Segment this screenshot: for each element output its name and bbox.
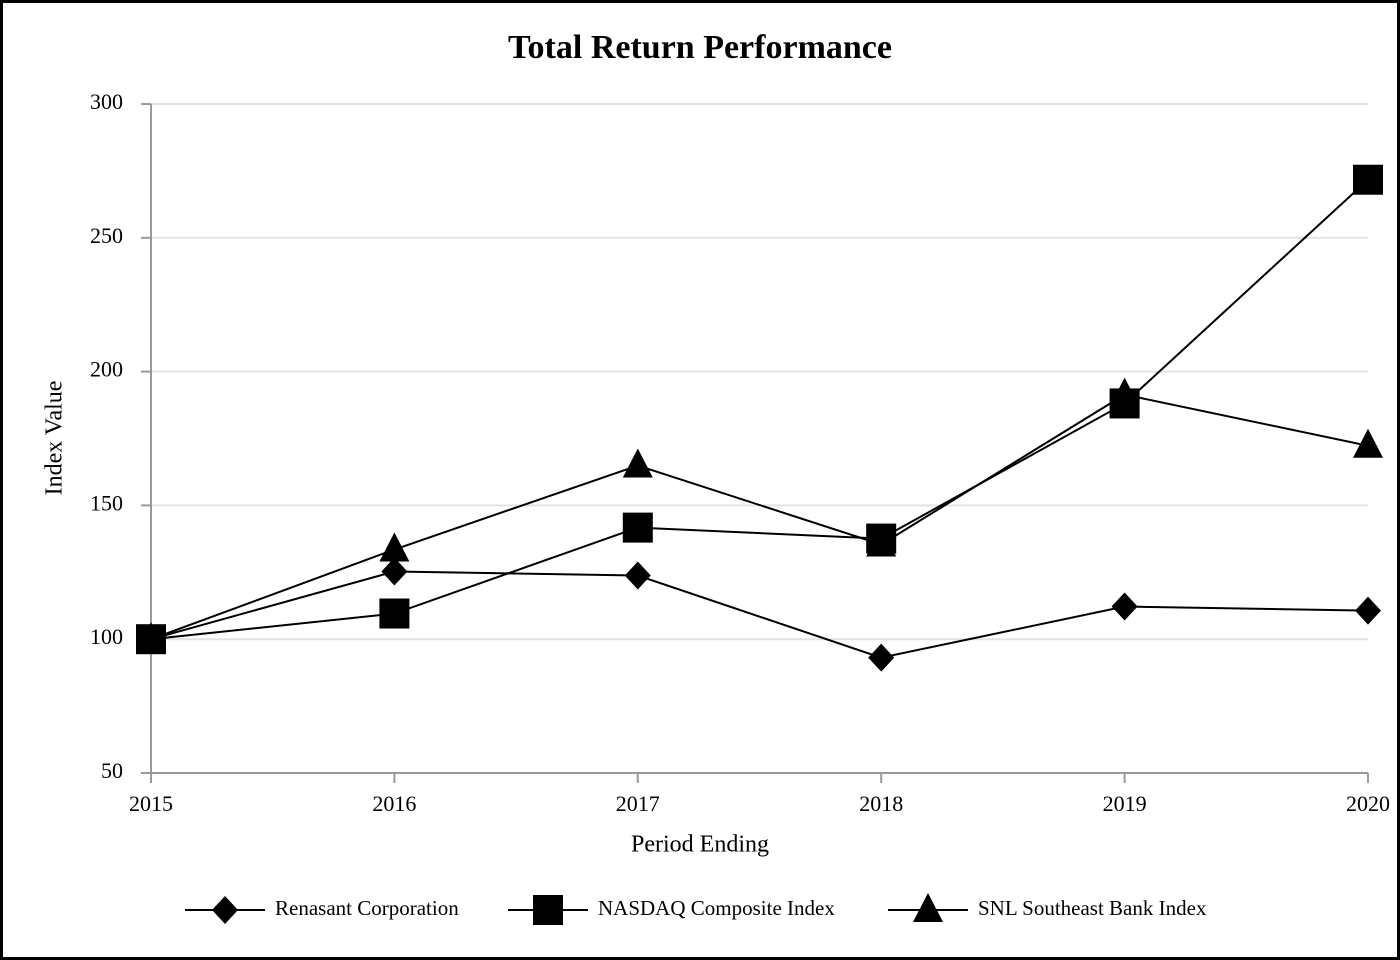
y-tick-label: 100: [90, 624, 123, 649]
data-point: [1355, 596, 1381, 625]
y-tick-label: 300: [90, 89, 123, 114]
legend-marker: [533, 895, 563, 925]
data-point: [379, 598, 410, 629]
x-tick-label: 2018: [859, 791, 903, 816]
data-point: [379, 532, 410, 562]
x-tick-label: 2020: [1346, 791, 1390, 816]
data-point: [624, 561, 651, 590]
x-tick-label: 2019: [1103, 791, 1147, 816]
y-tick-label: 250: [90, 223, 123, 248]
data-point: [866, 527, 897, 557]
y-tick-label: 150: [90, 490, 123, 515]
data-point: [1353, 164, 1383, 195]
series-line: [150, 570, 1369, 659]
legend-marker: [913, 893, 943, 922]
x-tick-label: 2015: [129, 791, 173, 816]
chart-title: Total Return Performance: [508, 29, 892, 66]
y-tick-label: 200: [90, 357, 123, 382]
data-point: [868, 643, 895, 672]
legend-label: NASDAQ Composite Index: [598, 896, 835, 920]
data-point: [622, 512, 653, 543]
data-point: [1353, 428, 1383, 458]
data-point: [136, 622, 166, 652]
legend-label: SNL Southeast Bank Index: [978, 896, 1207, 920]
series-line: [150, 178, 1369, 641]
legend-label: Renasant Corporation: [275, 896, 459, 920]
data-point: [622, 448, 653, 478]
x-tick-label: 2016: [372, 791, 416, 816]
y-tick-label: 50: [101, 758, 123, 783]
legend-marker: [212, 896, 238, 924]
data-point: [381, 557, 408, 586]
data-point: [1111, 592, 1138, 621]
y-axis-label: Index Value: [42, 381, 68, 496]
x-tick-label: 2017: [616, 791, 660, 816]
data-point: [1109, 377, 1140, 407]
series-line: [150, 393, 1369, 641]
x-axis-label: Period Ending: [631, 832, 769, 858]
